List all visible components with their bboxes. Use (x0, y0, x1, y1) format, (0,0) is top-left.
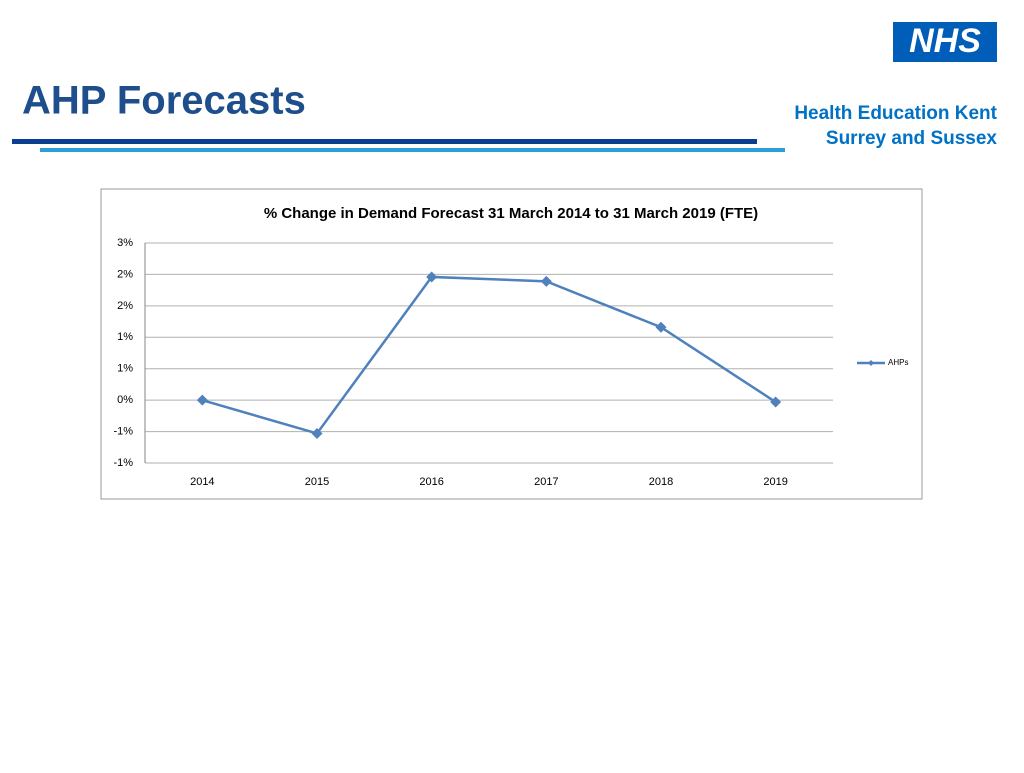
data-point (770, 396, 782, 408)
y-tick-label: 2% (117, 268, 133, 280)
nhs-logo-text: NHS (909, 22, 981, 60)
org-name: Health Education Kent (794, 103, 997, 124)
x-tick-label: 2019 (763, 476, 787, 488)
chart-frame (100, 188, 923, 500)
y-tick-label: -1% (113, 457, 133, 469)
y-tick-label: 3% (117, 237, 133, 249)
data-point (426, 271, 438, 283)
legend-swatch (868, 360, 874, 366)
x-tick-label: 2014 (190, 476, 214, 488)
data-point (196, 394, 208, 406)
chart-title: % Change in Demand Forecast 31 March 201… (264, 205, 758, 222)
header-rule (40, 148, 785, 152)
slide-title: AHP Forecasts (22, 79, 306, 123)
data-point (540, 275, 552, 287)
x-tick-label: 2015 (305, 476, 329, 488)
x-tick-label: 2017 (534, 476, 558, 488)
y-tick-label: 0% (117, 394, 133, 406)
y-tick-label: -1% (113, 425, 133, 437)
y-tick-label: 1% (117, 363, 133, 375)
data-point (655, 321, 667, 333)
legend-label: AHPs (888, 358, 908, 367)
chart: -1% -1% 0% 1% 1% 2% 2% 3% 2014 2015 2016 2017 2018 20… (113, 237, 908, 488)
header-rule (12, 139, 757, 144)
x-tick-label: 2016 (419, 476, 443, 488)
data-line (201, 275, 777, 435)
data-point (311, 427, 323, 439)
y-tick-label: 2% (117, 300, 133, 312)
y-tick-label: 1% (117, 331, 133, 343)
nhs-logo (893, 22, 997, 62)
x-tick-label: 2018 (649, 476, 673, 488)
org-name: Surrey and Sussex (826, 128, 998, 149)
